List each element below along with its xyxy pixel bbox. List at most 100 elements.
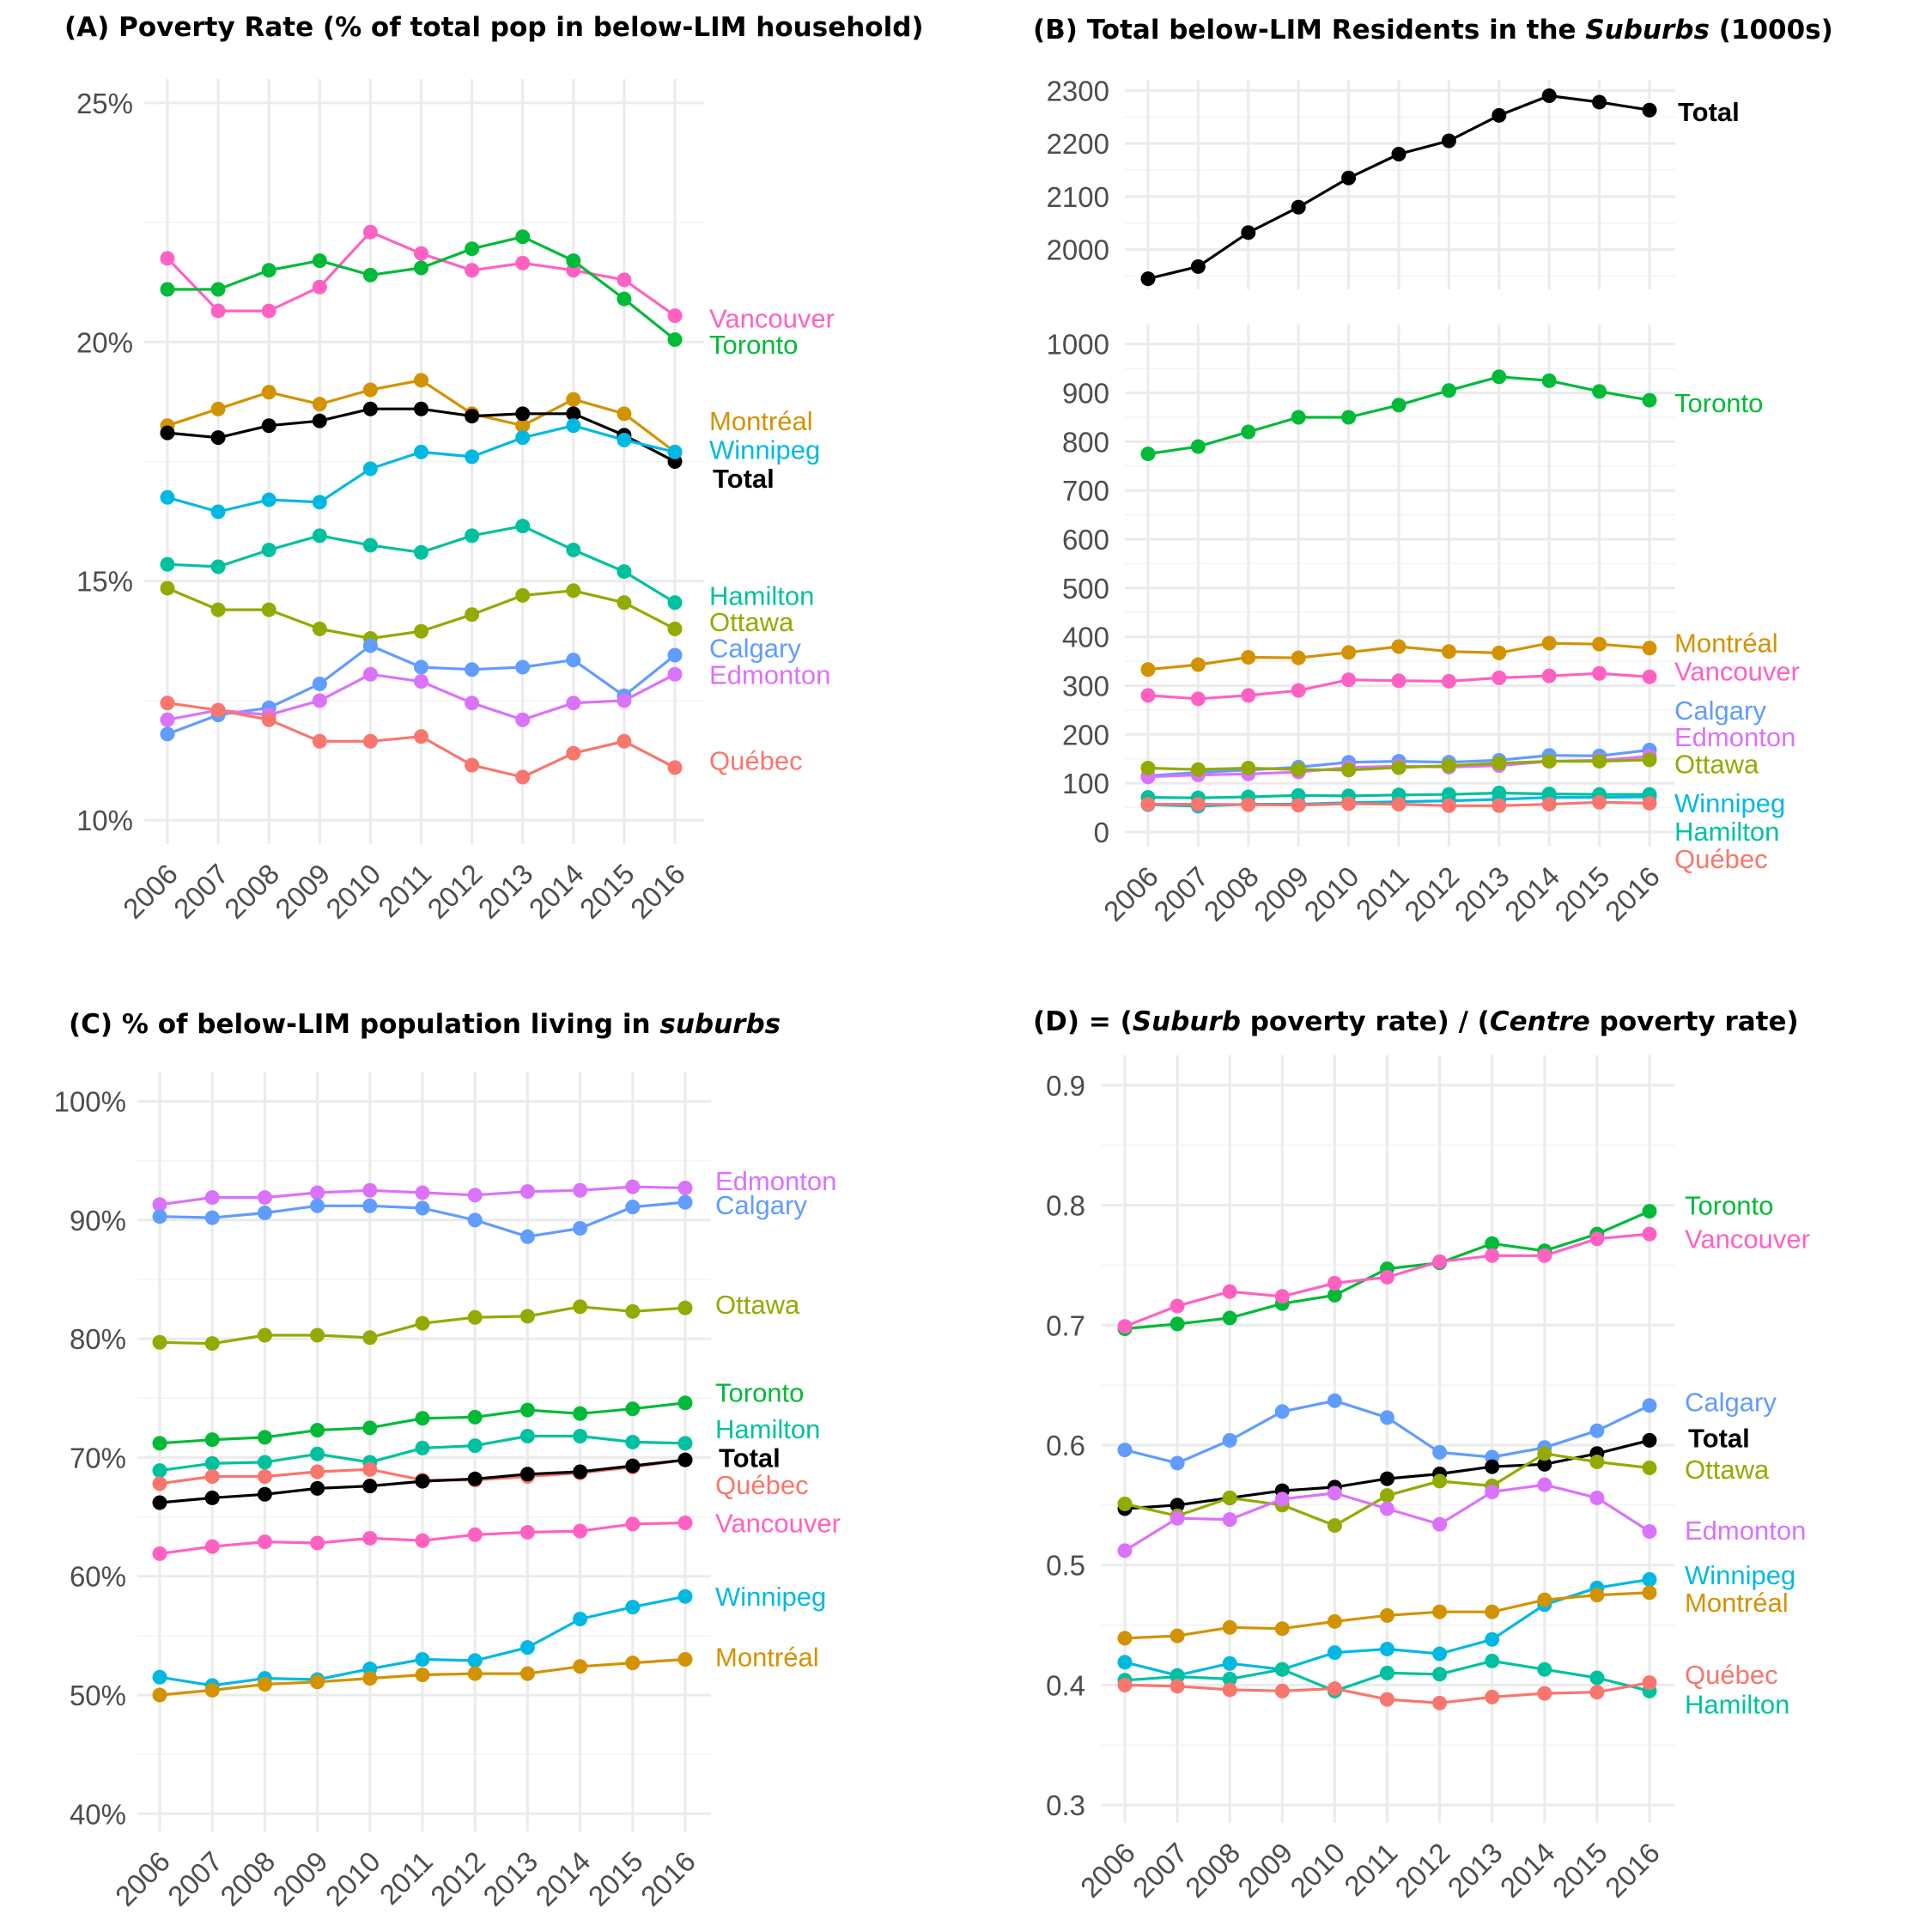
data-point-ottawa	[1441, 758, 1456, 774]
data-point-ottawa	[667, 621, 683, 636]
data-point-calgary	[1117, 1443, 1133, 1458]
data-point-hamilton	[617, 564, 632, 580]
x-tick-label: 2009	[1231, 1837, 1298, 1904]
x-tick-label: 2012	[1388, 1837, 1455, 1904]
data-point-montreal	[566, 392, 581, 407]
data-point-quebec	[1642, 795, 1657, 811]
data-point-hamilton	[257, 1455, 272, 1470]
data-point-vancouver	[204, 1539, 220, 1554]
data-point-quebec	[261, 712, 276, 727]
data-point-total	[310, 1480, 325, 1496]
x-tick-label: 2013	[1442, 1837, 1509, 1904]
data-point-ottawa	[573, 1299, 588, 1315]
data-point-edmonton	[362, 1182, 378, 1198]
x-tick-label: 2012	[421, 858, 488, 925]
data-point-quebec	[1380, 1692, 1394, 1707]
data-point-ottawa	[1391, 760, 1406, 775]
data-point-winnipeg	[152, 1669, 167, 1685]
x-tick-label: 2016	[1599, 860, 1666, 927]
data-point-vancouver	[1170, 1298, 1185, 1314]
data-point-ottawa	[160, 580, 175, 596]
data-point-montreal	[625, 1656, 641, 1671]
x-tick-label: 2016	[635, 1845, 702, 1912]
series-label-quebec: Québec	[1674, 844, 1768, 874]
data-point-edmonton	[204, 1190, 220, 1206]
data-point-montreal	[1642, 1585, 1657, 1601]
data-point-ottawa	[1592, 754, 1607, 769]
data-point-vancouver	[465, 263, 480, 278]
data-point-toronto	[566, 253, 581, 269]
data-point-vancouver	[160, 251, 175, 266]
x-tick-label: 2008	[1179, 1837, 1246, 1904]
x-tick-label: 2012	[424, 1845, 491, 1912]
data-point-quebec	[1170, 1679, 1185, 1694]
series-label-montreal: Montréal	[1685, 1588, 1789, 1618]
data-point-toronto	[152, 1436, 167, 1451]
data-point-ottawa	[1537, 1446, 1552, 1461]
data-point-ottawa	[1190, 762, 1206, 777]
data-point-total	[465, 409, 480, 424]
y-tick-label: 25%	[76, 88, 133, 119]
data-point-winnipeg	[625, 1600, 641, 1615]
data-point-quebec	[152, 1476, 167, 1492]
data-point-hamilton	[667, 595, 683, 611]
data-point-total	[312, 413, 327, 428]
y-tick-label: 800	[1062, 426, 1109, 458]
data-point-total	[467, 1471, 483, 1486]
data-point-winnipeg	[617, 432, 632, 447]
data-point-montreal	[1541, 635, 1557, 651]
data-point-quebec	[204, 1469, 220, 1485]
data-point-hamilton	[566, 543, 581, 558]
series-label-vancouver: Vancouver	[1674, 656, 1800, 686]
data-point-edmonton	[625, 1179, 641, 1194]
data-point-toronto	[415, 1411, 430, 1426]
y-tick-label: 0.4	[1046, 1669, 1085, 1701]
data-point-toronto	[210, 282, 226, 297]
data-point-hamilton	[210, 559, 226, 574]
data-point-quebec	[1441, 798, 1456, 813]
data-point-vancouver	[519, 1525, 535, 1540]
data-point-total	[677, 1452, 693, 1467]
data-point-vancouver	[210, 303, 226, 319]
data-point-montreal	[257, 1677, 272, 1692]
data-point-hamilton	[519, 1429, 535, 1444]
data-point-vancouver	[1341, 672, 1357, 688]
y-tick-label: 0.7	[1046, 1309, 1085, 1341]
panel-title: (C) % of below-LIM population living in …	[69, 1009, 781, 1040]
data-point-edmonton	[1432, 1516, 1448, 1532]
series-label-ottawa: Ottawa	[715, 1290, 800, 1320]
y-tick-label: 2200	[1047, 128, 1109, 160]
data-point-montreal	[1589, 1588, 1605, 1603]
data-point-quebec	[1291, 798, 1306, 813]
series-label-calgary: Calgary	[1674, 696, 1766, 726]
data-point-calgary	[519, 1229, 535, 1244]
data-point-vancouver	[415, 1533, 430, 1548]
data-point-calgary	[415, 1200, 430, 1216]
data-point-montreal	[204, 1682, 220, 1698]
data-point-hamilton	[1485, 1653, 1500, 1668]
data-point-ottawa	[1327, 1518, 1342, 1534]
x-tick-label: 2013	[472, 858, 539, 925]
x-tick-label: 2007	[161, 1845, 228, 1912]
data-point-vancouver	[677, 1515, 693, 1530]
data-point-calgary	[160, 726, 175, 742]
data-point-toronto	[257, 1430, 272, 1445]
data-point-quebec	[257, 1469, 272, 1485]
data-point-edmonton	[1222, 1512, 1237, 1528]
data-point-toronto	[1541, 373, 1557, 388]
panel-d: (D) = (Suburb poverty rate) / (Centre po…	[1033, 1006, 1810, 1904]
series-label-winnipeg: Winnipeg	[1685, 1560, 1795, 1590]
x-tick-label: 2016	[1599, 1837, 1666, 1904]
data-point-toronto	[1592, 384, 1607, 399]
data-point-total	[362, 1479, 378, 1494]
data-point-quebec	[1492, 798, 1507, 813]
data-point-toronto	[204, 1432, 220, 1448]
data-point-toronto	[465, 241, 480, 257]
data-point-montreal	[1441, 644, 1456, 659]
data-point-ottawa	[1291, 762, 1306, 777]
data-point-montreal	[573, 1659, 588, 1674]
data-point-quebec	[310, 1464, 325, 1479]
x-tick-label: 2011	[1338, 1837, 1403, 1902]
data-point-ottawa	[1642, 1461, 1657, 1476]
data-point-calgary	[362, 638, 378, 653]
